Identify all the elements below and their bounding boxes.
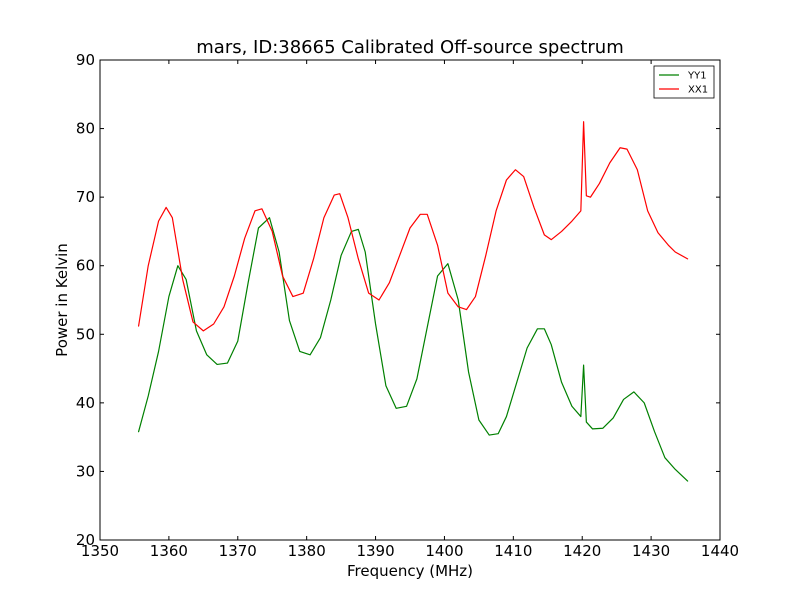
x-tick-label: 1430 xyxy=(632,542,670,560)
series-layer xyxy=(137,121,689,482)
x-tick-label: 1380 xyxy=(288,542,326,560)
y-axis-label: Power in Kelvin xyxy=(53,243,71,357)
y-tick-label: 30 xyxy=(76,462,95,480)
chart-title: mars, ID:38665 Calibrated Off-source spe… xyxy=(196,37,623,58)
legend: YY1 XX1 xyxy=(653,65,715,99)
y-tick-label: 80 xyxy=(76,120,95,138)
x-tick-label: 1420 xyxy=(563,542,601,560)
x-tick-label: 1390 xyxy=(356,542,394,560)
legend-label-yy1: YY1 xyxy=(687,71,707,82)
x-axis-label: Frequency (MHz) xyxy=(347,562,473,580)
y-tick-label: 50 xyxy=(76,325,95,343)
legend-box xyxy=(653,65,715,99)
legend-label-xx1: XX1 xyxy=(688,85,708,96)
x-tick-label: 1370 xyxy=(219,542,257,560)
y-tick-label: 40 xyxy=(76,394,95,412)
plot-area xyxy=(100,60,720,540)
x-axis: 1350 1360 1370 1380 1390 1400 1410 1420 1430 1440 xyxy=(81,60,739,560)
x-tick-label: 1410 xyxy=(494,542,532,560)
series-line-yy1 xyxy=(137,217,689,482)
x-tick-label: 1440 xyxy=(701,542,739,560)
plot-frame xyxy=(99,59,721,541)
y-tick-label: 70 xyxy=(76,188,95,206)
x-tick-label: 1400 xyxy=(425,542,463,560)
y-tick-label: 60 xyxy=(76,257,95,275)
y-axis: 20 30 40 50 60 70 80 90 xyxy=(76,51,720,549)
series-line-xx1 xyxy=(137,121,689,332)
x-tick-label: 1360 xyxy=(150,542,188,560)
x-tick-label: 1350 xyxy=(81,542,119,560)
y-tick-label: 90 xyxy=(76,51,95,69)
y-tick-label: 20 xyxy=(76,531,95,549)
